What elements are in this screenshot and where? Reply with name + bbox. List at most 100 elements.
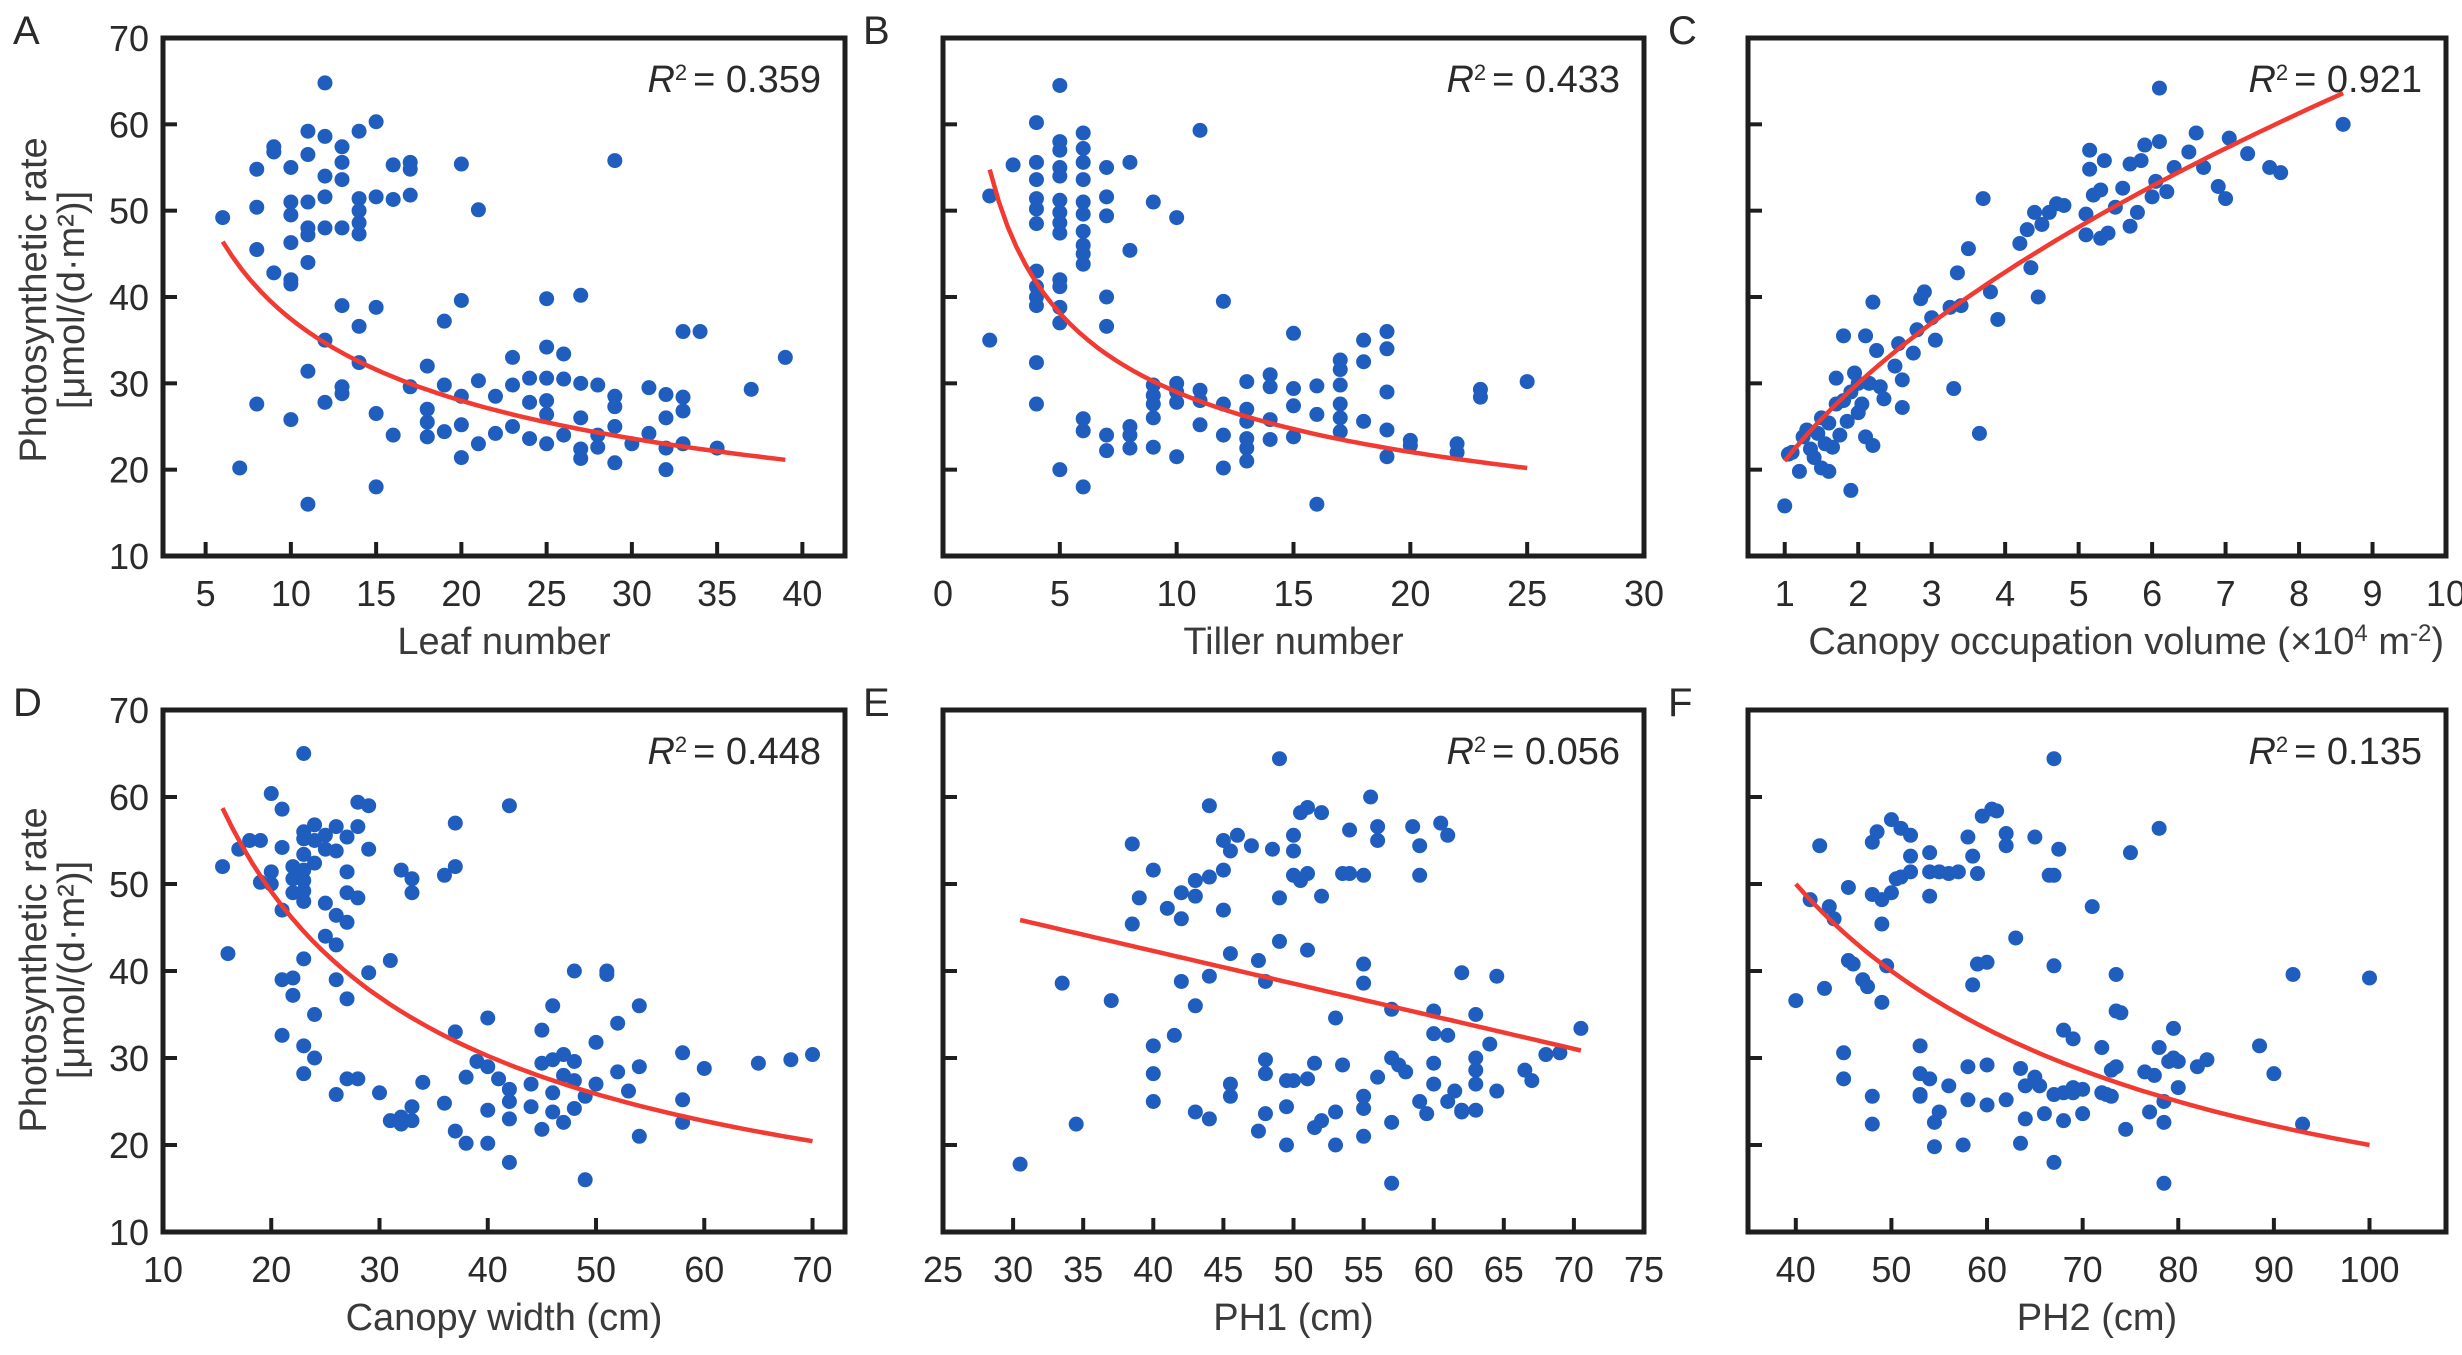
data-point: [631, 1059, 647, 1075]
data-point: [415, 1074, 431, 1090]
data-point: [1215, 293, 1231, 309]
data-point: [307, 855, 323, 871]
data-point: [1468, 1050, 1484, 1066]
x-tick-label: 60: [1414, 1249, 1454, 1290]
data-point: [1922, 845, 1938, 861]
r-squared-label: R2 = 0.448: [647, 731, 821, 773]
data-point: [2146, 1067, 2162, 1083]
data-point: [1489, 968, 1505, 984]
data-point: [2199, 1052, 2215, 1068]
data-point: [436, 377, 452, 393]
data-point: [2046, 867, 2062, 883]
data-point: [1965, 977, 1981, 993]
data-point: [1243, 838, 1259, 854]
fit-curve: [220, 240, 786, 463]
data-point: [1384, 1114, 1400, 1130]
data-point: [351, 215, 367, 231]
data-point: [1379, 449, 1395, 465]
x-tick-label: 5: [196, 573, 216, 614]
data-point: [2159, 184, 2175, 200]
data-point: [300, 147, 316, 163]
data-point: [1314, 888, 1330, 904]
data-point: [232, 460, 248, 476]
data-point: [539, 393, 555, 409]
y-tick-label: 40: [109, 277, 149, 318]
data-point: [1821, 463, 1837, 479]
data-point: [266, 139, 282, 155]
r-squared-label: R2 = 0.433: [1446, 59, 1620, 101]
data-point: [1821, 415, 1837, 431]
y-tick-label: 70: [109, 18, 149, 59]
x-tick-label: 90: [2254, 1249, 2294, 1290]
data-point: [1250, 953, 1266, 969]
data-point: [1028, 216, 1044, 232]
data-point: [750, 1055, 766, 1071]
data-point: [2113, 1005, 2129, 1021]
data-point: [328, 819, 344, 835]
data-point: [2151, 134, 2167, 150]
data-point: [368, 114, 384, 130]
x-tick-label: 20: [251, 1249, 291, 1290]
data-point: [1075, 246, 1091, 262]
data-point: [220, 946, 236, 962]
data-point: [2046, 751, 2062, 767]
data-point: [1821, 899, 1837, 915]
data-point: [1960, 1092, 1976, 1108]
data-point: [1971, 425, 1987, 441]
data-point: [2056, 197, 2072, 213]
r-squared-label: R2 = 0.135: [2248, 731, 2422, 773]
data-point: [1874, 916, 1890, 932]
data-point: [2075, 1106, 2091, 1122]
data-point: [2133, 153, 2149, 169]
data-point: [1941, 1078, 1957, 1094]
data-point: [1927, 332, 1943, 348]
data-point: [1894, 372, 1910, 388]
data-point: [1370, 1069, 1386, 1085]
x-tick-label: 15: [356, 573, 396, 614]
data-point: [1328, 1010, 1344, 1026]
data-point: [1946, 381, 1962, 397]
y-tick-label: 60: [109, 777, 149, 818]
data-point: [1912, 1038, 1928, 1054]
data-point: [351, 226, 367, 242]
data-point: [1264, 841, 1280, 857]
data-point: [631, 998, 647, 1014]
data-point: [1262, 431, 1278, 447]
data-point: [2108, 1059, 2124, 1075]
data-point: [1812, 838, 1828, 854]
data-point: [2082, 142, 2098, 158]
data-point: [1215, 902, 1231, 918]
data-point: [641, 425, 657, 441]
data-point: [1384, 1175, 1400, 1191]
data-point: [1005, 157, 1021, 173]
data-point: [436, 424, 452, 440]
x-tick-label: 70: [793, 1249, 833, 1290]
panel-letter-f: F: [1668, 681, 1692, 725]
data-point: [1836, 1045, 1852, 1061]
data-point: [249, 199, 265, 215]
data-point: [2151, 1040, 2167, 1056]
data-point: [274, 839, 290, 855]
data-point: [1965, 848, 1981, 864]
data-point: [1145, 439, 1161, 455]
x-tick-label: 10: [1157, 573, 1197, 614]
x-tick-label: 5: [2069, 573, 2089, 614]
data-point: [1239, 453, 1255, 469]
data-point: [505, 349, 521, 365]
data-point: [1419, 1106, 1435, 1122]
data-point: [296, 873, 312, 889]
data-point: [328, 907, 344, 923]
data-point: [480, 1135, 496, 1151]
fit-curve: [1782, 91, 2345, 463]
data-point: [328, 1087, 344, 1103]
data-point: [1865, 294, 1881, 310]
data-point: [263, 864, 279, 880]
data-point: [1124, 836, 1140, 852]
data-point: [1426, 1055, 1442, 1071]
r-squared-label: R2 = 0.056: [1446, 731, 1620, 773]
x-tick-label: 0: [933, 573, 953, 614]
data-point: [1201, 1111, 1217, 1127]
data-point: [1975, 191, 1991, 207]
data-point: [1192, 382, 1208, 398]
